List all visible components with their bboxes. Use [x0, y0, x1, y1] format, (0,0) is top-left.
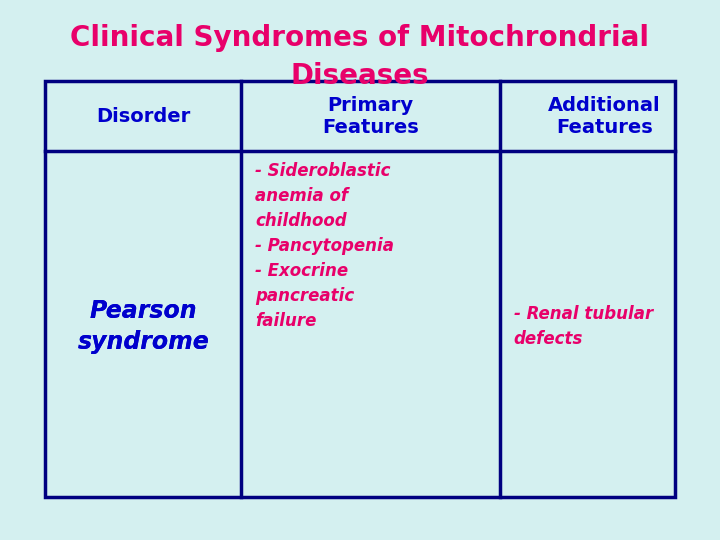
Text: - Sideroblastic
anemia of
childhood
- Pancytopenia
- Exocrine
pancreatic
failure: - Sideroblastic anemia of childhood - Pa… [255, 162, 394, 330]
Text: Clinical Syndromes of Mitochrondrial: Clinical Syndromes of Mitochrondrial [71, 24, 649, 52]
Text: Pearson
syndrome: Pearson syndrome [78, 299, 210, 354]
Bar [45, 81, 675, 497]
Text: Primary
Features: Primary Features [322, 96, 419, 137]
Text: - Renal tubular
defects: - Renal tubular defects [514, 305, 653, 348]
Text: Additional
Features: Additional Features [549, 96, 661, 137]
Text: Disorder: Disorder [96, 106, 190, 126]
Text: Pearson
syndrome: Pearson syndrome [78, 299, 210, 354]
Text: Diseases: Diseases [291, 62, 429, 90]
